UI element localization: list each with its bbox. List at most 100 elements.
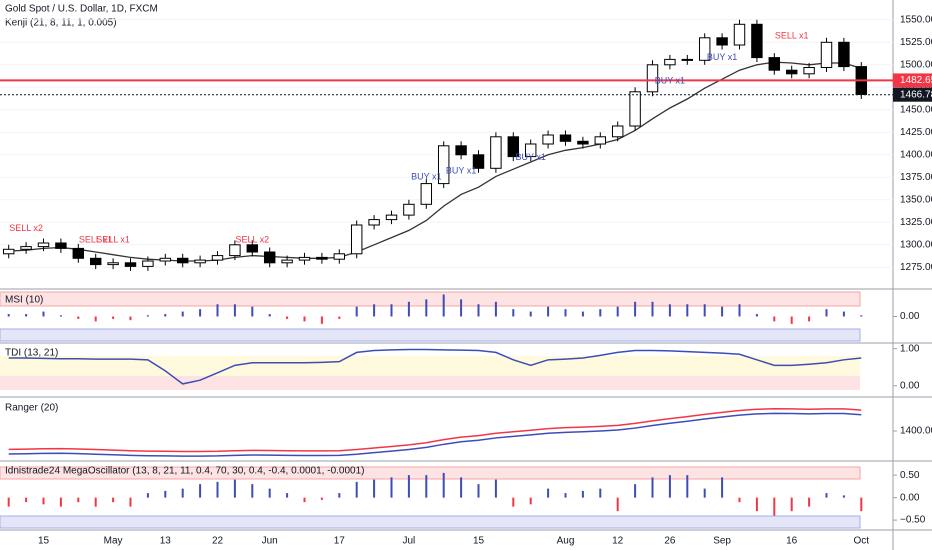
candle-body [507, 136, 520, 158]
histogram-bar [825, 493, 828, 498]
y-tick-label: 0.00 [900, 492, 920, 503]
candle-body [838, 41, 850, 68]
histogram-bar [808, 497, 811, 507]
candle-body [403, 203, 415, 216]
histogram-bar [407, 475, 410, 498]
histogram-bar [755, 497, 758, 512]
indicator-label: Kenji (21, 8, 11, 1, 0.005) [5, 18, 117, 29]
histogram-bar [512, 497, 515, 507]
signal-label: BUY x1 [411, 172, 441, 182]
signal-label: BUY x1 [446, 165, 476, 175]
candle-body [37, 242, 50, 248]
candle-body [107, 262, 119, 266]
candle-body [211, 255, 224, 261]
histogram-bar [773, 497, 776, 516]
histogram-bar [477, 304, 480, 317]
histogram-bar [199, 484, 202, 498]
signal-label: SELL x1 [96, 235, 130, 245]
signal-label: BUY x1 [707, 52, 737, 62]
histogram-bar [442, 294, 445, 317]
x-tick-label: Oct [854, 536, 870, 547]
y-tick-label: 1375.00 [900, 172, 932, 183]
candle-body [629, 91, 641, 127]
histogram-bar [634, 484, 637, 498]
candle-body [368, 219, 380, 226]
candle-body [333, 253, 346, 260]
candle-body [559, 134, 572, 142]
histogram-bar [164, 314, 167, 317]
mega-lower-zone [0, 515, 861, 529]
candle-body [716, 37, 728, 46]
histogram-bar [808, 316, 811, 322]
histogram-bar [773, 316, 776, 322]
candle-body [176, 257, 189, 264]
histogram-bar [512, 309, 515, 317]
histogram-bar [860, 497, 863, 512]
msi-upper-zone [0, 291, 861, 307]
candle-body [698, 37, 711, 61]
y-tick-label: 1325.00 [900, 217, 932, 228]
y-tick-label: 1550.00 [900, 14, 932, 25]
histogram-bar [686, 304, 689, 317]
histogram-bar [181, 488, 184, 498]
histogram-bar [129, 316, 132, 321]
histogram-bar [651, 301, 654, 317]
histogram-bar [7, 314, 10, 317]
panel-title: TDI (13, 21) [5, 348, 58, 359]
candle-body [542, 134, 554, 145]
histogram-bar [181, 311, 184, 317]
histogram-bar [790, 316, 793, 324]
histogram-bar [59, 315, 62, 317]
histogram-bar [59, 497, 62, 507]
candle-body [437, 145, 450, 185]
indicator-line [8, 348, 862, 385]
histogram-bar [581, 490, 584, 498]
histogram-bar [338, 316, 341, 319]
x-tick-label: Jul [403, 536, 416, 547]
histogram-bar [825, 309, 828, 317]
histogram-bar [494, 301, 497, 317]
candle-body [142, 260, 154, 267]
price-label: 1482.65 [900, 75, 932, 86]
histogram-bar [860, 315, 863, 317]
histogram-bar [286, 493, 289, 498]
histogram-bar [355, 306, 358, 317]
candle-body [751, 23, 763, 59]
candle-body [124, 262, 137, 267]
candle-body [733, 23, 746, 46]
candle-body [298, 256, 311, 261]
histogram-bar [164, 490, 167, 498]
histogram-bar [390, 304, 393, 317]
histogram-bar [425, 475, 428, 498]
histogram-bar [320, 316, 323, 324]
histogram-bar [303, 316, 306, 322]
candle-body [646, 64, 659, 93]
histogram-bar [668, 475, 671, 498]
price-label: 1466.78 [900, 89, 932, 100]
y-tick-label: 0.50 [900, 470, 920, 481]
msi-lower-zone [0, 328, 861, 342]
signal-label: SELL x2 [235, 235, 269, 245]
price-label-box [893, 87, 932, 102]
histogram-bar [651, 477, 654, 498]
histogram-bar [338, 493, 341, 498]
histogram-bar [112, 497, 115, 503]
panel-title: Ranger (20) [5, 403, 58, 414]
candle-body [246, 244, 259, 253]
histogram-bar [233, 479, 236, 498]
histogram-bar [146, 493, 149, 498]
y-tick-label: 1300.00 [900, 239, 932, 250]
price-label-box [893, 73, 932, 88]
histogram-bar [460, 477, 463, 498]
candle-body [768, 57, 781, 71]
y-tick-label: 1275.00 [900, 262, 932, 273]
histogram-bar [129, 497, 132, 507]
histogram-bar [616, 306, 619, 317]
candle-body [316, 256, 328, 260]
x-tick-label: Aug [557, 536, 575, 547]
candle-body [385, 214, 398, 221]
histogram-bar [477, 484, 480, 498]
candle-body [55, 242, 67, 249]
candle-body [20, 246, 32, 250]
